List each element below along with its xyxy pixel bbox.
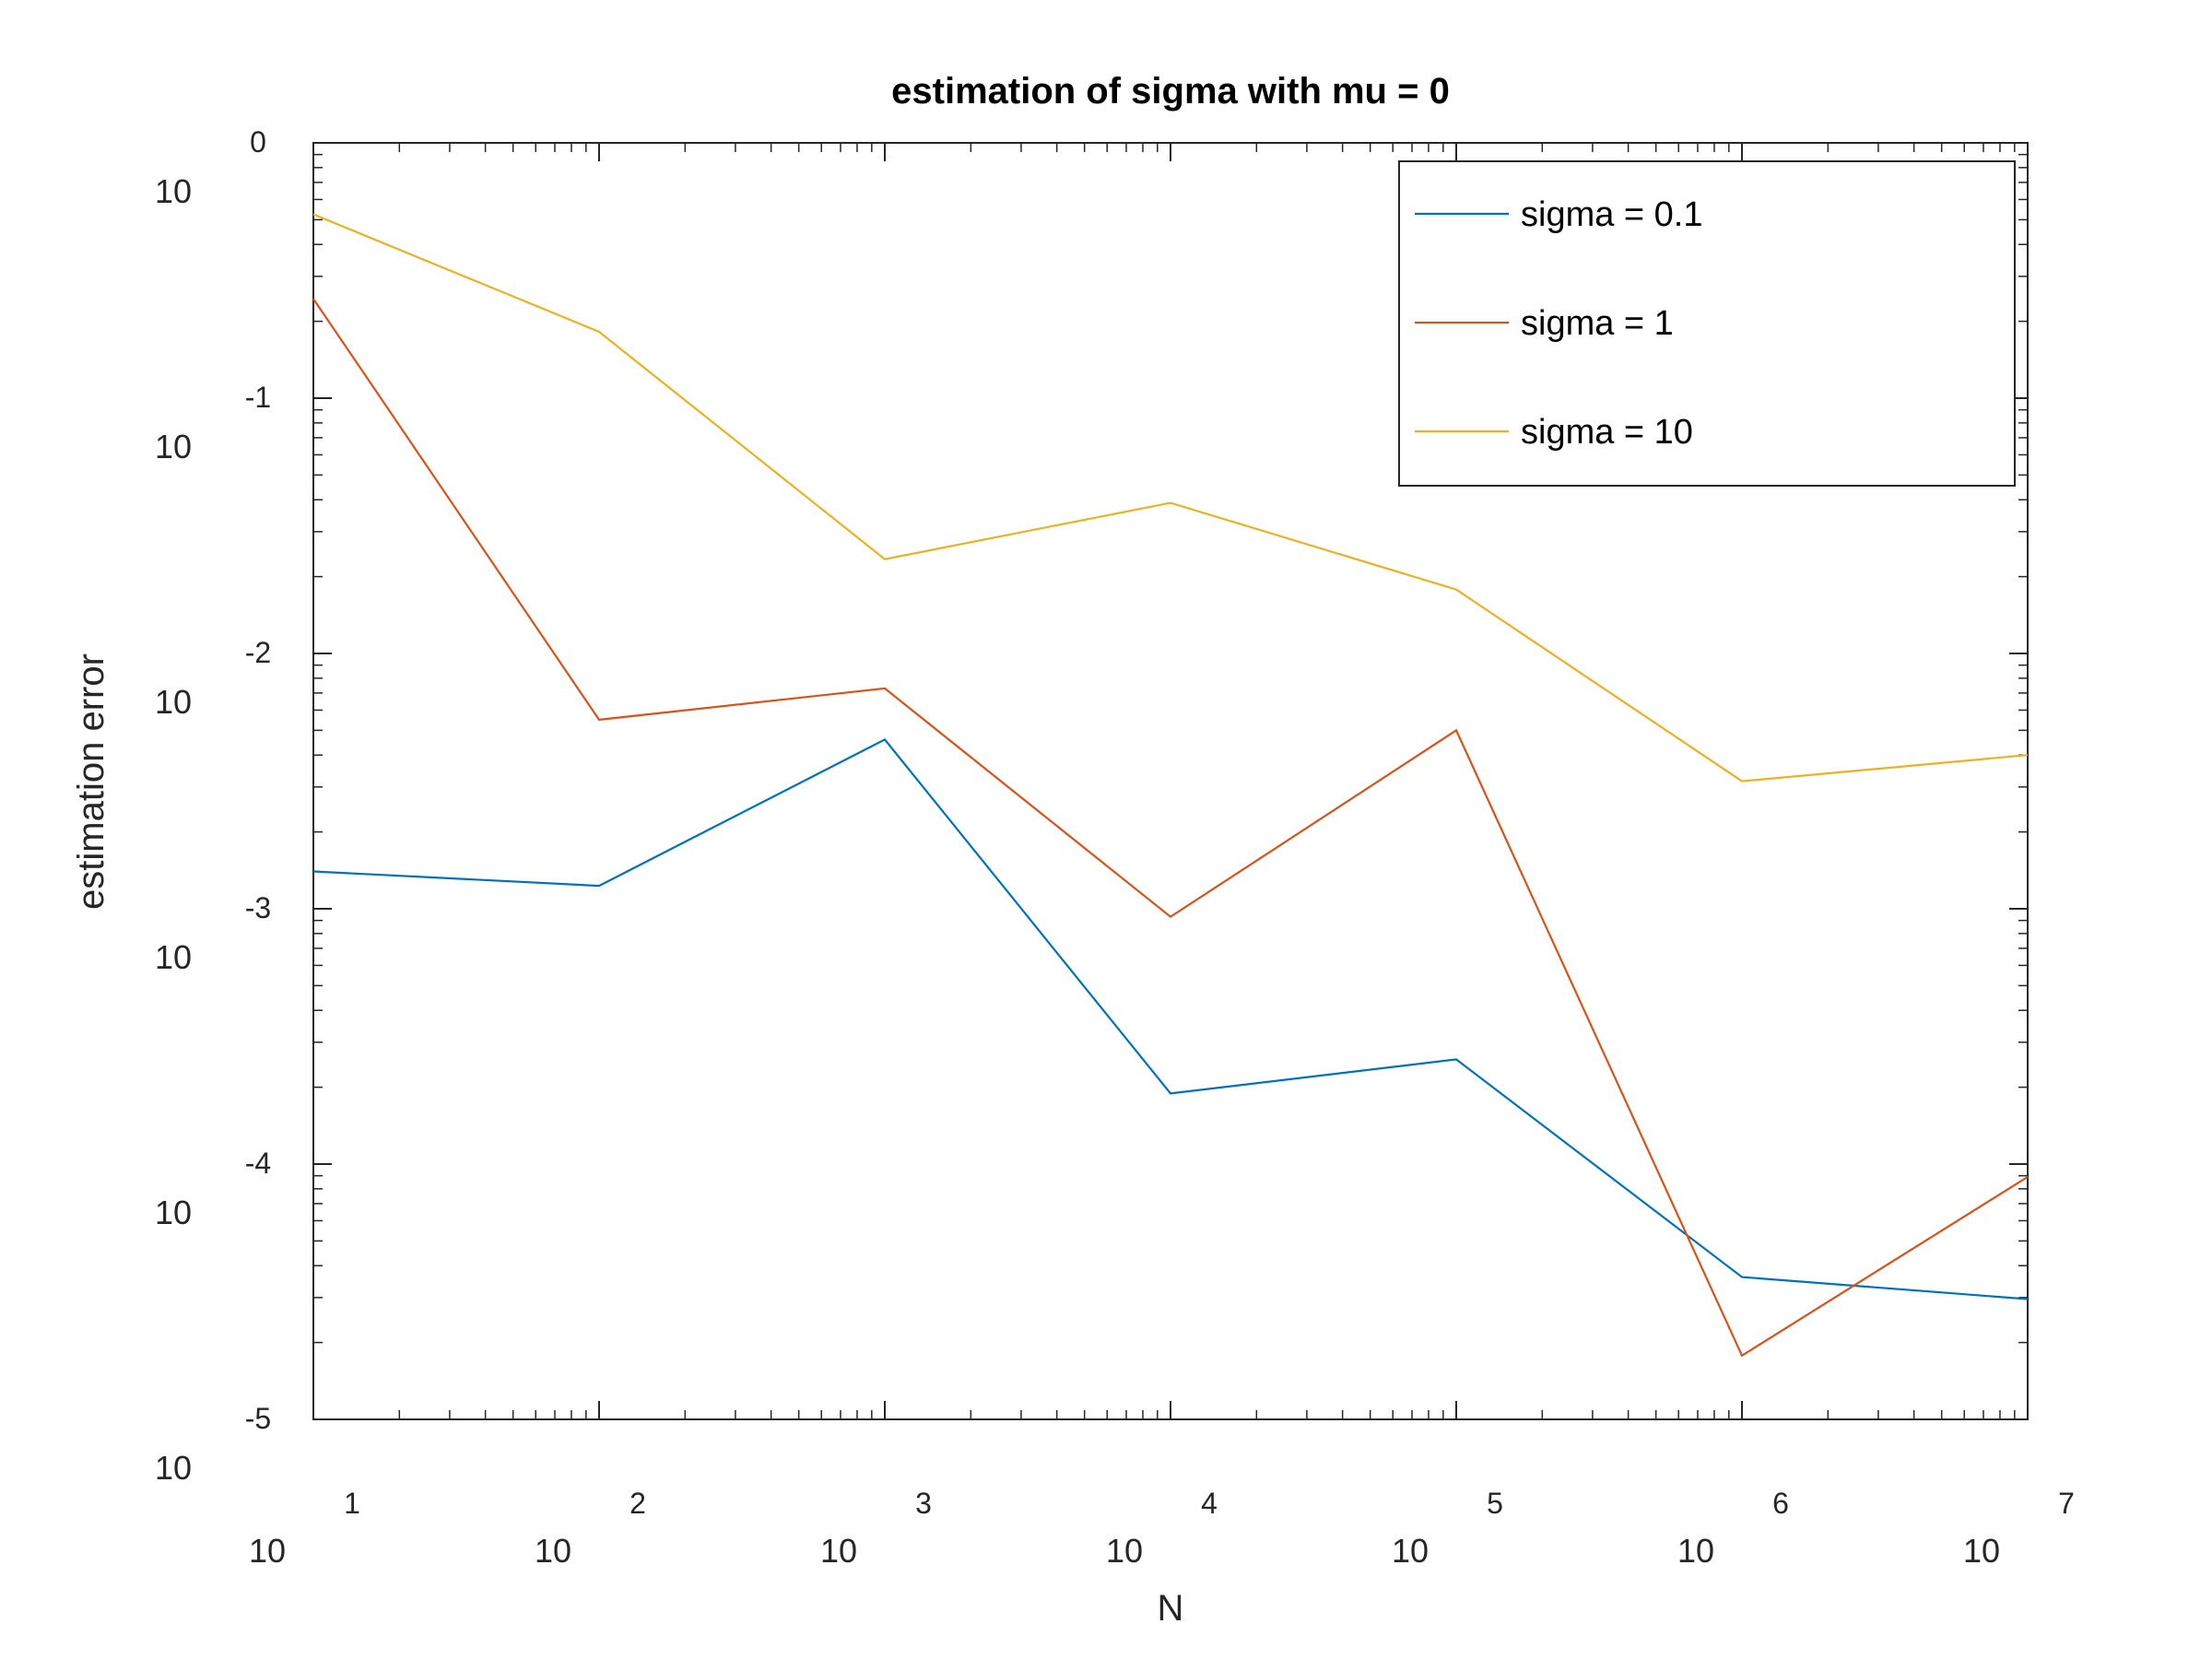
series-line-2 <box>312 298 2029 1358</box>
y-tick-label: 10 <box>155 428 192 465</box>
y-tick-label: 10 <box>155 938 192 976</box>
series-line-3 <box>312 213 2029 782</box>
y-tick-label: 10 <box>155 1194 192 1231</box>
y-tick-exponent: -4 <box>245 1147 271 1180</box>
x-tick-exponent: 5 <box>1487 1487 1503 1520</box>
y-tick-label: 10 <box>155 1449 192 1487</box>
x-tick-label: 10 <box>1392 1532 1429 1570</box>
legend-label: sigma = 0.1 <box>1521 195 1703 234</box>
x-tick-exponent: 6 <box>1772 1487 1789 1520</box>
y-tick-label: 10 <box>155 172 192 210</box>
x-axis-label: N <box>1158 1588 1184 1629</box>
x-tick-label: 10 <box>1677 1532 1714 1570</box>
legend-label: sigma = 10 <box>1521 413 1693 452</box>
x-tick-exponent: 3 <box>915 1487 932 1520</box>
series-layer <box>312 213 2029 1358</box>
x-tick-label: 10 <box>249 1532 286 1570</box>
chart-title: estimation of sigma with mu = 0 <box>891 71 1450 112</box>
y-tick-label: 10 <box>155 683 192 721</box>
legend: sigma = 0.1 sigma = 1 sigma = 10 <box>1398 160 2016 487</box>
x-tick-label: 10 <box>1963 1532 2000 1570</box>
x-tick-exponent: 1 <box>344 1487 360 1520</box>
y-tick-exponent: -5 <box>245 1402 271 1435</box>
x-tick-label: 10 <box>535 1532 571 1570</box>
series-line-1 <box>312 738 2029 1300</box>
plot-frame <box>312 142 2029 1420</box>
x-tick-exponent: 2 <box>629 1487 646 1520</box>
x-tick-label: 10 <box>820 1532 857 1570</box>
legend-label: sigma = 1 <box>1521 304 1674 343</box>
x-tick-label: 10 <box>1106 1532 1143 1570</box>
x-tick-exponent: 7 <box>2058 1487 2075 1520</box>
y-tick-exponent: -1 <box>245 381 271 414</box>
y-tick-exponent: 0 <box>250 125 266 159</box>
ticks-layer: 10 1 10 2 10 3 10 4 10 5 10 6 10 7 10 0 10 -1 10 -2 10 -3 10 -4… <box>155 125 2075 1570</box>
x-tick-exponent: 4 <box>1201 1487 1218 1520</box>
y-tick-exponent: -3 <box>245 891 271 924</box>
y-axis-label: estimation error <box>71 653 112 910</box>
y-tick-exponent: -2 <box>245 636 271 669</box>
